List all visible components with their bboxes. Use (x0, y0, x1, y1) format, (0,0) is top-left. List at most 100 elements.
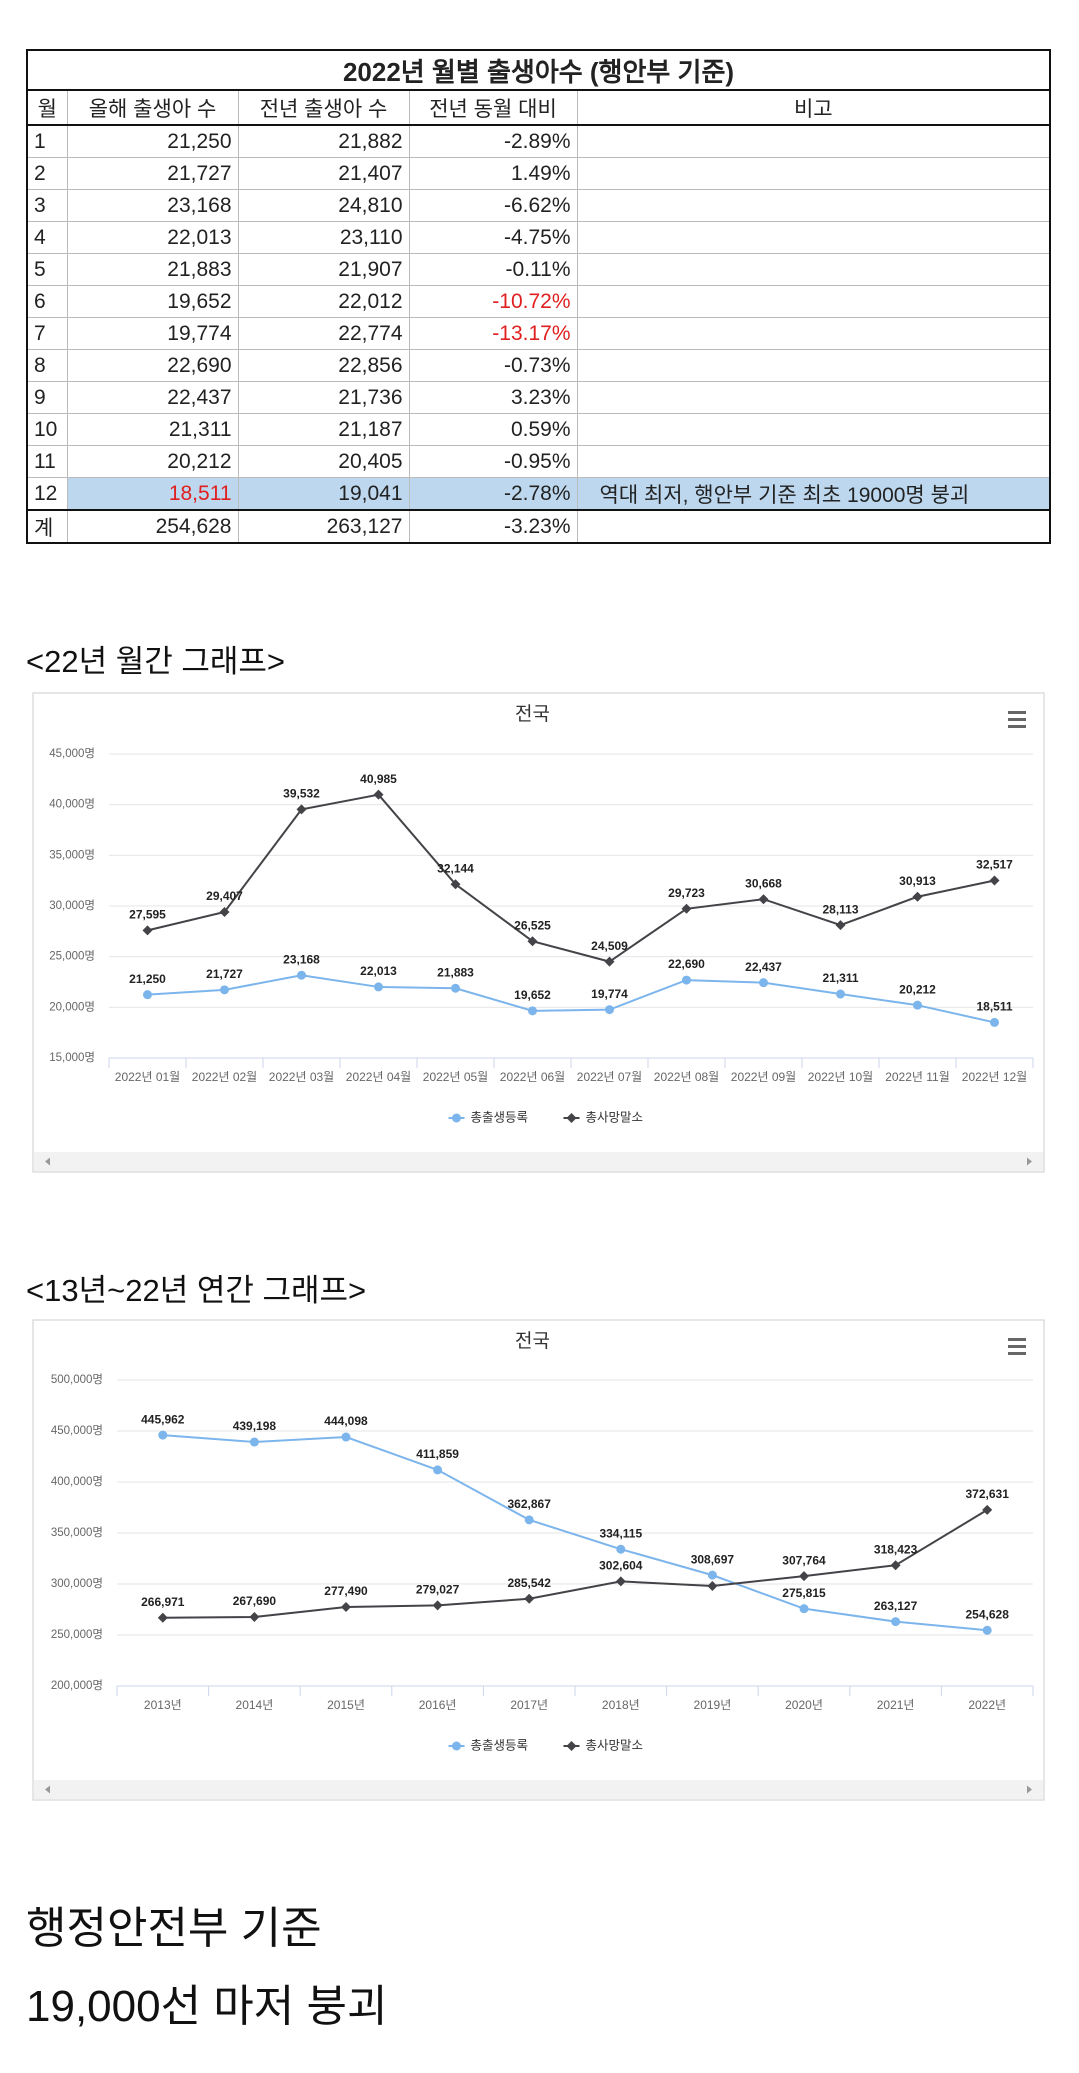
data-label: 266,971 (141, 1595, 185, 1609)
scroll-arrow (1027, 1785, 1032, 1794)
data-label: 32,517 (976, 858, 1013, 872)
legend-label: 총출생등록 (471, 1110, 529, 1124)
x-tick-label: 2019년 (694, 1698, 732, 1712)
data-point (913, 1000, 922, 1010)
y-tick-label: 500,000명 (51, 1373, 103, 1386)
footer-text: 19,000선 마저 붕괴 (26, 1982, 388, 2031)
table-row: 1 21,250 21,882 -2.89% (26, 124, 1051, 158)
y-tick-label: 45,000명 (49, 747, 95, 760)
x-tick-label: 2017년 (510, 1698, 548, 1712)
table-row: 6 19,652 22,012 -10.72% (26, 285, 1051, 318)
legend-marker (452, 1741, 461, 1751)
table-cell: 22,774 (237, 317, 410, 350)
data-point (374, 982, 383, 992)
data-point (681, 903, 692, 914)
x-tick-label: 2022년 06월 (500, 1070, 565, 1084)
menu-icon (1008, 718, 1026, 721)
series-line (162, 1509, 988, 1619)
x-tick-label: 2022년 08월 (654, 1070, 719, 1084)
data-point (433, 1465, 443, 1475)
x-tick-label: 2021년 (877, 1698, 915, 1712)
header-cell: 올해 출생아 수 (66, 89, 239, 126)
table-row: 10 21,311 21,187 0.59% (26, 413, 1051, 446)
data-point (616, 1544, 626, 1554)
footer-text: 행정안전부 기준 (26, 1904, 322, 1953)
data-point (527, 936, 538, 947)
menu-icon (1008, 1338, 1026, 1341)
data-label: 362,867 (508, 1497, 552, 1511)
data-label: 444,098 (324, 1414, 368, 1428)
data-label: 307,764 (782, 1553, 826, 1567)
x-tick-label: 2016년 (419, 1698, 457, 1712)
y-tick-label: 35,000명 (49, 848, 95, 861)
table-cell: 18,511 (66, 477, 239, 511)
data-label: 21,250 (129, 972, 166, 986)
data-point (524, 1593, 535, 1604)
data-point (219, 907, 230, 918)
table-cell: 19,652 (66, 285, 239, 318)
y-tick-label: 30,000명 (49, 899, 95, 912)
table-cell (576, 381, 1051, 414)
table-cell: 0.59% (408, 413, 578, 446)
data-label: 275,815 (782, 1586, 826, 1600)
section-heading: <13년~22년 연간 그래프> (26, 1273, 367, 1308)
table-cell: 24,810 (237, 189, 410, 222)
data-point (373, 789, 384, 800)
data-point (143, 990, 152, 1000)
scroll-arrow (1027, 1157, 1032, 1166)
data-point (450, 879, 461, 890)
x-tick-label: 2022년 03월 (269, 1070, 334, 1084)
y-tick-label: 200,000명 (51, 1679, 103, 1692)
data-label: 30,913 (899, 874, 936, 888)
series-line (162, 1434, 988, 1632)
table-title: 2022년 월별 출생아수 (행안부 기준) (26, 49, 1051, 91)
data-label: 445,962 (141, 1412, 185, 1426)
x-tick-label: 2014년 (236, 1698, 274, 1712)
data-label: 22,437 (745, 960, 782, 974)
data-point (451, 983, 460, 993)
table-cell: -0.73% (408, 349, 578, 382)
header-cell: 월 (26, 89, 68, 126)
data-label: 23,168 (283, 952, 320, 966)
table-row: 11 20,212 20,405 -0.95% (26, 445, 1051, 478)
table-cell: 23,110 (237, 221, 410, 254)
data-label: 263,127 (874, 1599, 918, 1613)
table-row: 계 254,628 263,127 -3.23% (26, 509, 1051, 544)
series-line (147, 793, 995, 963)
table-cell: -0.11% (408, 253, 578, 286)
menu-icon (1008, 1345, 1026, 1348)
data-point (836, 989, 845, 999)
scroll-arrow (45, 1157, 50, 1166)
y-tick-label: 350,000명 (51, 1526, 103, 1539)
table-cell: -13.17% (408, 317, 578, 350)
table-row: 5 21,883 21,907 -0.11% (26, 253, 1051, 286)
data-point (682, 975, 691, 985)
legend-marker (566, 1741, 577, 1751)
data-point (990, 1017, 999, 1027)
data-label: 279,027 (416, 1583, 460, 1597)
y-tick-label: 450,000명 (51, 1424, 103, 1437)
table-cell: 19,041 (237, 477, 410, 511)
x-tick-label: 2022년 04월 (346, 1070, 411, 1084)
data-label: 29,723 (668, 886, 705, 900)
data-point (341, 1432, 351, 1442)
section-heading: <22년 월간 그래프> (26, 644, 286, 679)
data-label: 26,525 (514, 918, 551, 932)
table-cell: 21,407 (237, 157, 410, 190)
data-label: 411,859 (416, 1447, 459, 1461)
data-point (341, 1601, 351, 1612)
menu-icon (1008, 711, 1026, 714)
menu-icon (1008, 1352, 1026, 1355)
data-point (615, 1576, 626, 1587)
data-point (297, 970, 306, 980)
data-label: 334,115 (599, 1526, 642, 1540)
table-cell: 21,736 (237, 381, 410, 414)
data-point (524, 1515, 534, 1525)
table-cell: 21,882 (237, 124, 410, 158)
data-point (432, 1600, 443, 1611)
table-cell: -2.78% (408, 477, 578, 511)
x-tick-label: 2022년 09월 (731, 1070, 796, 1084)
